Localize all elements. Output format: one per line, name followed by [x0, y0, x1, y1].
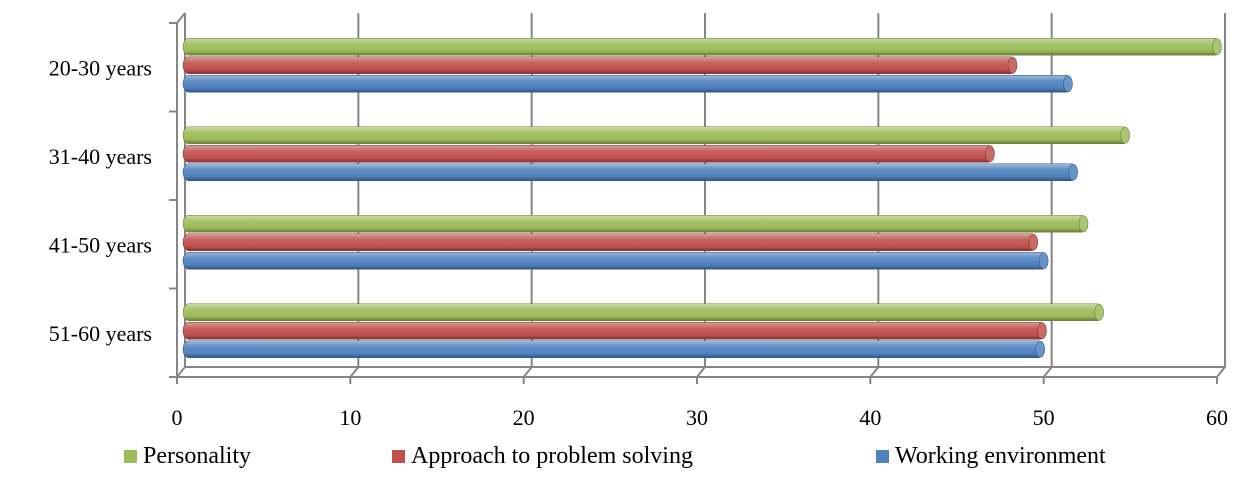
- labels: 0 10 20 30 40 50 60 20-30 years 31-40 years 41-50…: [49, 55, 1228, 430]
- bar: [182, 163, 1078, 182]
- x-tick-label: 20: [513, 405, 535, 430]
- x-tick-label: 10: [339, 405, 361, 430]
- bar-cap: [1068, 163, 1078, 181]
- bar: [182, 56, 1017, 75]
- x-tick-label: 50: [1033, 405, 1055, 430]
- floor-gridline: [522, 366, 533, 378]
- legend: Personality Approach to problem solving Wo…: [0, 443, 1234, 483]
- legend-swatch: [392, 450, 405, 463]
- floor-gridline: [349, 366, 360, 378]
- legend-swatch: [876, 450, 889, 463]
- bars: [182, 37, 1222, 359]
- category-label: 41-50 years: [49, 232, 152, 257]
- bar: [182, 251, 1048, 270]
- bar-cap: [1078, 215, 1089, 233]
- bar: [182, 144, 995, 163]
- bar-chart: 0 10 20 30 40 50 60 20-30 years 31-40 years 41-50…: [49, 12, 1228, 430]
- y-axis-depth: [176, 12, 186, 24]
- legend-item: Approach to problem solving: [392, 443, 693, 470]
- legend-label: Approach to problem solving: [411, 443, 693, 469]
- bar-cap: [1120, 126, 1130, 144]
- bar-cap: [1037, 322, 1047, 340]
- bar: [182, 214, 1088, 233]
- category-label: 51-60 years: [49, 321, 152, 346]
- bar-cap: [1094, 303, 1104, 321]
- bar-cap: [1028, 233, 1039, 251]
- legend-item: Working environment: [876, 443, 1106, 470]
- x-tick-label: 40: [859, 405, 881, 430]
- bar: [182, 303, 1104, 322]
- x-tick-label: 0: [172, 405, 183, 430]
- floor-gridline: [1216, 366, 1226, 378]
- floor-gridline: [176, 366, 186, 378]
- floor-gridline: [1042, 366, 1053, 378]
- bar-cap: [1035, 340, 1045, 358]
- bar: [182, 74, 1073, 93]
- bar: [182, 37, 1222, 56]
- legend-item: Personality: [124, 443, 251, 470]
- floor-gridline: [869, 366, 880, 378]
- legend-swatch: [124, 450, 137, 463]
- bar-cap: [1212, 38, 1222, 56]
- axes: [169, 12, 1218, 384]
- legend-label: Working environment: [895, 443, 1106, 469]
- bar: [182, 321, 1047, 340]
- bar-cap: [1063, 75, 1073, 93]
- bar: [182, 233, 1038, 252]
- category-label: 20-30 years: [49, 55, 152, 80]
- legend-label: Personality: [143, 443, 251, 469]
- category-label: 31-40 years: [49, 144, 152, 169]
- bar-cap: [1007, 56, 1018, 74]
- bar: [182, 126, 1130, 145]
- x-tick-label: 30: [686, 405, 708, 430]
- floor-gridline: [696, 366, 706, 378]
- bar-cap: [985, 145, 995, 163]
- bar-cap: [1038, 252, 1049, 270]
- bar: [182, 340, 1045, 359]
- x-tick-label: 60: [1206, 405, 1228, 430]
